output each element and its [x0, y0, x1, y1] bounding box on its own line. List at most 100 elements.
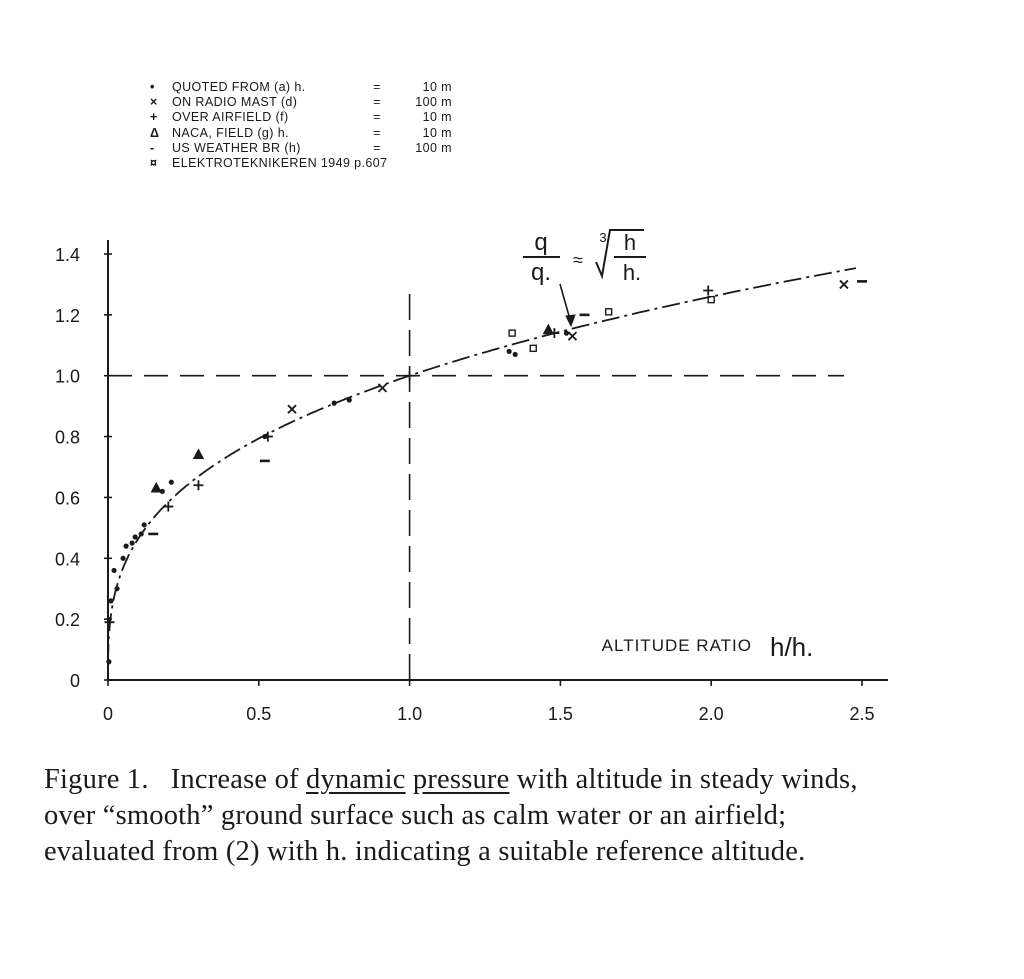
legend-equals — [362, 156, 392, 171]
legend-label: QUOTED FROM (a) h. — [172, 80, 306, 94]
x-tick-label: 1.5 — [548, 704, 573, 724]
square-marker — [529, 344, 537, 353]
x-axis-symbol: h/h. — [770, 632, 813, 662]
fit-curve — [107, 267, 857, 663]
legend-equals: = — [373, 140, 381, 155]
formula-arrow-head — [565, 314, 576, 328]
legend-label: ON RADIO MAST (d) — [172, 95, 298, 110]
legend-symbol: Δ — [150, 125, 160, 140]
legend-symbol: - — [150, 140, 155, 155]
dot-marker — [346, 397, 352, 403]
y-tick-label: 1.4 — [55, 245, 80, 265]
legend-value: 10 m — [422, 80, 452, 94]
legend-row: ¤ ELEKTROTEKNIKEREN 1949 p.607 — [150, 156, 452, 171]
legend-label: US WEATHER BR (h) — [172, 140, 301, 155]
square-marker — [508, 329, 516, 337]
cross-marker — [839, 279, 849, 290]
caption-underlined-dynamic: dynamic — [306, 764, 406, 795]
legend: • QUOTED FROM (a) h. = 10 m × ON RADIO MAST (… — [150, 80, 452, 171]
square-marker — [707, 295, 715, 304]
dot-marker — [108, 598, 114, 604]
dot-marker — [114, 586, 120, 592]
x-axis-label: ALTITUDE RATIO — [602, 636, 752, 655]
square-marker — [604, 308, 613, 316]
legend-row: • QUOTED FROM (a) h. = 10 m — [150, 80, 452, 95]
legend-equals: = — [373, 110, 381, 125]
tick-labels: 0 0.5 1.0 1.5 2.0 2.5 0 0.2 0.4 0.6 0.8 1.0 1.2 1.4 AL… — [55, 245, 875, 724]
legend-equals: = — [373, 125, 381, 140]
triangle-marker — [192, 448, 205, 460]
formula-annotation: q q. ≈3 h h. — [523, 229, 646, 328]
plus-marker — [404, 370, 415, 381]
y-tick-label: 0.6 — [55, 488, 80, 508]
legend-equals: = — [373, 80, 381, 94]
caption-underlined-pressure: pressure — [412, 764, 510, 795]
dot-marker — [512, 351, 518, 358]
legend-symbol: × — [150, 95, 158, 110]
legend-row: Δ NACA, FIELD (g) h. = 10 m — [150, 126, 452, 141]
y-tick-label: 1.0 — [55, 367, 80, 387]
legend-value: 10 m — [422, 110, 452, 125]
legend-value: 100 m — [415, 95, 452, 110]
triangle-marker — [542, 323, 554, 335]
triangle-marker — [150, 481, 162, 493]
y-tick-label: 0.4 — [55, 549, 80, 569]
legend-row: + OVER AIRFIELD (f) = 10 m — [150, 110, 452, 125]
y-tick-label: 0.2 — [55, 610, 80, 630]
plus-marker — [104, 617, 115, 628]
dot-marker — [111, 567, 117, 574]
legend-symbol: ¤ — [150, 156, 158, 171]
dot-marker — [506, 348, 512, 354]
formula-denominator: q. — [531, 259, 551, 286]
dot-marker — [138, 531, 144, 537]
y-tick-label: 0.8 — [55, 428, 80, 448]
legend-equals: = — [373, 95, 381, 110]
figure-caption: Figure 1. Increase of dynamic pressure wi… — [44, 762, 894, 870]
legend-value: 10 m — [422, 125, 452, 140]
data-points — [104, 279, 867, 665]
cube-root-curve — [107, 267, 857, 663]
x-tick-label: 2.5 — [849, 704, 874, 724]
cross-marker — [287, 404, 297, 414]
caption-text-2: with altitude in steady winds, over “smo… — [44, 764, 858, 867]
caption-text-1: Increase of — [170, 764, 307, 795]
legend-label: OVER AIRFIELD (f) — [172, 110, 289, 125]
caption-number: Figure 1. — [44, 764, 149, 795]
formula-radicand-denominator: h. — [623, 260, 641, 285]
legend-label: ELEKTROTEKNIKEREN 1949 p.607 — [172, 156, 388, 171]
legend-row: × ON RADIO MAST (d) = 100 m — [150, 95, 452, 110]
dot-marker — [129, 540, 135, 546]
legend-symbol: • — [150, 80, 155, 94]
dot-marker — [141, 522, 147, 528]
formula-radical-sign — [595, 229, 644, 280]
dot-marker — [120, 555, 126, 561]
legend-value — [392, 156, 452, 171]
x-tick-label: 0 — [103, 704, 113, 724]
formula-radicand-numerator: h — [624, 230, 636, 255]
formula-numerator: q — [534, 229, 547, 256]
dot-marker — [563, 330, 570, 336]
dot-marker — [159, 488, 165, 494]
plus-marker — [703, 285, 714, 296]
dot-marker — [106, 659, 112, 665]
cross-marker — [377, 383, 388, 393]
axes — [104, 240, 888, 686]
dot-marker — [168, 479, 174, 485]
legend-symbol: + — [150, 110, 158, 125]
legend-value: 100 m — [415, 140, 452, 155]
dot-marker — [123, 543, 129, 549]
plus-marker — [262, 431, 273, 442]
x-tick-label: 0.5 — [246, 704, 271, 724]
legend-label: NACA, FIELD (g) h. — [172, 125, 289, 140]
dot-marker — [132, 534, 138, 540]
plus-marker — [193, 480, 204, 491]
y-tick-label: 1.2 — [55, 306, 80, 326]
plus-marker — [163, 501, 174, 512]
cross-marker — [567, 331, 578, 341]
caption-space — [406, 764, 413, 795]
x-tick-label: 2.0 — [699, 704, 724, 724]
dot-marker — [331, 400, 337, 406]
x-tick-label: 1.0 — [397, 704, 422, 724]
formula-root-index: 3 — [599, 230, 606, 245]
